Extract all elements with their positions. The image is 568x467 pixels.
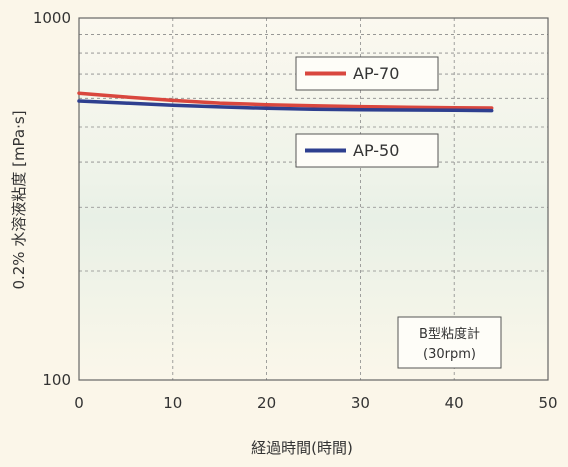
x-tick-label: 20 xyxy=(257,394,276,412)
y-tick-label: 100 xyxy=(42,371,71,389)
measurement-note-line2: (30rpm) xyxy=(423,347,476,362)
y-tick-label: 1000 xyxy=(33,9,71,27)
measurement-note-box xyxy=(397,316,502,369)
x-tick-label: 50 xyxy=(538,394,557,412)
x-tick-label: 40 xyxy=(445,394,464,412)
y-axis-title: 0.2% 水溶液粘度 [mPa·s] xyxy=(10,110,28,289)
x-tick-label: 30 xyxy=(351,394,370,412)
measurement-note-line1: B型粘度計 xyxy=(419,326,480,342)
series-line-ap-50 xyxy=(77,99,494,113)
legend-ap50: AP-50 xyxy=(295,133,439,168)
legend-ap50-label: AP-50 xyxy=(353,141,399,160)
x-tick-labels: 0 10 20 30 40 50 xyxy=(74,394,557,412)
y-tick-labels: 100 1000 xyxy=(33,9,71,389)
legend-ap70-label: AP-70 xyxy=(353,64,399,83)
plot-frame xyxy=(78,17,549,381)
x-axis-title: 経過時間(時間) xyxy=(251,439,353,457)
series-group xyxy=(77,91,494,113)
legend-ap70: AP-70 xyxy=(295,56,439,91)
series-line-ap-70 xyxy=(77,91,494,110)
measurement-note: B型粘度計 (30rpm) xyxy=(397,316,502,369)
x-tick-label: 10 xyxy=(163,394,182,412)
x-tick-label: 0 xyxy=(74,394,84,412)
